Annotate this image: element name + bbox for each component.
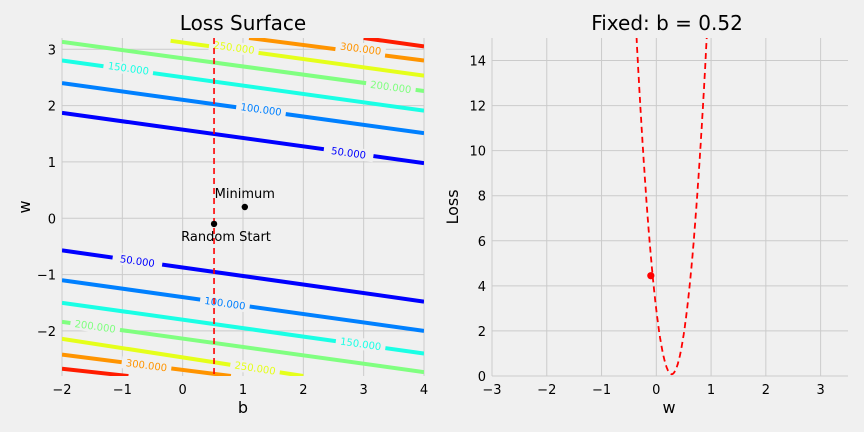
right-y-axis-label: Loss xyxy=(443,189,462,224)
contour-label: 200.000 xyxy=(369,80,411,96)
left-x-tick-label: 2 xyxy=(299,383,307,398)
contour-label: 50.000 xyxy=(330,146,366,162)
left-x-axis-label: b xyxy=(238,398,248,417)
minimum-label: Minimum xyxy=(215,187,275,202)
right-x-ticks: −3 −2 −1 0 1 2 3 xyxy=(482,383,824,398)
contour-label: 300.000 xyxy=(125,358,167,374)
contour-label-gap xyxy=(69,317,121,336)
right-chart-title: Fixed: b = 0.52 xyxy=(591,11,743,35)
contour-label-group: 50.000 xyxy=(323,143,375,163)
contour-label-gap xyxy=(120,356,173,375)
contour-label-group: 200.000 xyxy=(365,77,417,97)
left-x-tick-label: −2 xyxy=(52,383,71,398)
contour-label-gap xyxy=(365,77,417,97)
contour-label-gap xyxy=(335,39,387,58)
contour-label: 250.000 xyxy=(234,361,277,378)
contour-line-350 xyxy=(363,38,424,49)
contour-label: 300.000 xyxy=(339,42,381,58)
left-y-ticks: −2 −1 0 1 2 3 xyxy=(37,43,56,340)
right-y-tick-label: 12 xyxy=(469,100,486,115)
right-y-tick-label: 8 xyxy=(478,190,486,205)
left-x-tick-label: −1 xyxy=(113,383,132,398)
right-y-tick-label: 4 xyxy=(478,280,486,295)
left-contours: 50.00050.000100.000100.000150.000150.000… xyxy=(62,38,424,378)
left-y-tick-label: −2 xyxy=(37,325,56,340)
contour-label-group: 50.000 xyxy=(111,251,163,271)
contour-label-gap xyxy=(323,143,375,163)
left-y-tick-label: −1 xyxy=(37,269,56,284)
left-x-tick-label: 4 xyxy=(420,383,428,398)
left-points: Minimum Random Start xyxy=(181,187,275,245)
left-x-tick-label: 3 xyxy=(360,383,368,398)
minimum-point xyxy=(241,203,249,211)
right-plot-area xyxy=(492,38,848,376)
random-start-label: Random Start xyxy=(181,230,271,245)
contour-label-gap xyxy=(102,59,154,78)
contour-label-gap xyxy=(335,334,387,354)
right-y-tick-label: 0 xyxy=(478,370,486,385)
loss-curve xyxy=(635,38,708,376)
right-x-tick-label: 3 xyxy=(816,383,824,398)
contour-label: 50.000 xyxy=(119,254,155,270)
right-x-tick-label: −2 xyxy=(537,383,556,398)
right-x-tick-label: 1 xyxy=(707,383,715,398)
contour-label-gap xyxy=(229,358,281,376)
contour-label-gap xyxy=(111,251,163,271)
random-start-point xyxy=(210,220,218,228)
current-w-marker xyxy=(647,272,655,280)
contour-line-200 xyxy=(62,39,424,93)
left-chart-title: Loss Surface xyxy=(180,11,306,35)
loss-surface-chart: 50.00050.000100.000100.000150.000150.000… xyxy=(15,11,428,417)
left-y-tick-label: 3 xyxy=(48,43,56,58)
contour-line-200 xyxy=(62,319,424,375)
right-x-tick-label: 0 xyxy=(652,383,660,398)
contour-label-gap xyxy=(199,293,251,313)
right-curve xyxy=(635,38,708,376)
right-y-tick-label: 10 xyxy=(469,145,486,160)
contour-label-group: 300.000 xyxy=(120,356,173,375)
contour-label-gap xyxy=(208,38,260,57)
contour-line-350 xyxy=(62,366,129,376)
right-x-tick-label: −3 xyxy=(482,383,501,398)
right-y-tick-label: 14 xyxy=(469,55,486,70)
right-y-tick-label: 6 xyxy=(478,235,486,250)
right-y-ticks: 0 2 4 6 8 10 12 14 xyxy=(469,55,486,385)
right-x-tick-label: 2 xyxy=(762,383,770,398)
left-y-tick-label: 2 xyxy=(48,100,56,115)
left-x-ticks: −2 −1 0 1 2 3 4 xyxy=(52,383,428,398)
contour-label-group: 250.000 xyxy=(229,358,281,378)
left-y-tick-label: 0 xyxy=(48,212,56,227)
left-y-tick-label: 1 xyxy=(48,156,56,171)
contour-label-gap xyxy=(235,100,287,119)
right-y-tick-label: 2 xyxy=(478,325,486,340)
left-y-axis-label: w xyxy=(15,200,34,213)
contour-label-group: 300.000 xyxy=(335,39,387,58)
right-grid xyxy=(491,38,848,377)
right-x-axis-label: w xyxy=(662,398,675,417)
right-x-tick-label: −1 xyxy=(592,383,611,398)
left-x-tick-label: 1 xyxy=(239,383,247,398)
left-x-tick-label: 0 xyxy=(179,383,187,398)
